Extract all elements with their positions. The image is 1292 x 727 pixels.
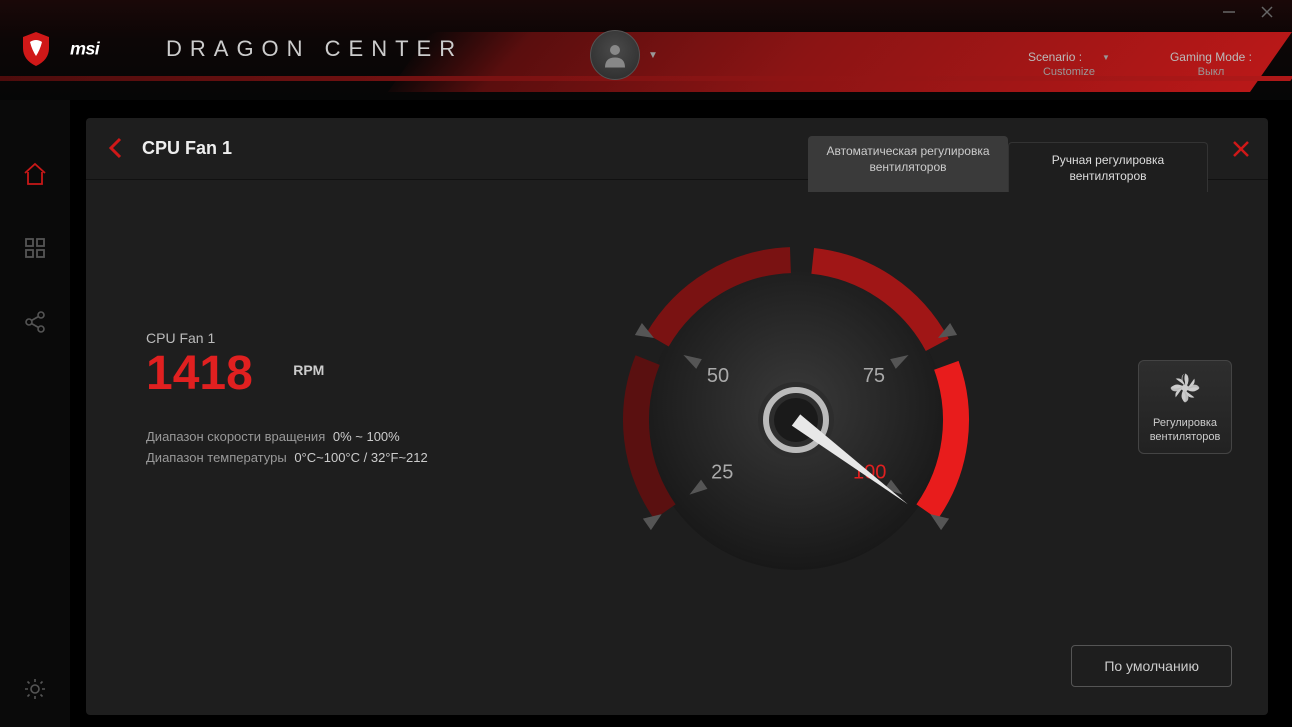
fan-name-label: CPU Fan 1 [146,330,428,346]
default-button[interactable]: По умолчанию [1071,645,1232,687]
chevron-down-icon: ▼ [1102,53,1110,62]
temp-range-label: Диапазон температуры [146,450,287,465]
msi-wordmark-icon: msi [70,39,148,59]
nav-settings-icon[interactable] [21,675,49,703]
fan-info: CPU Fan 1 1418 RPM Диапазон скорости вра… [146,330,428,465]
user-avatar-dropdown[interactable]: ▼ [590,30,658,80]
svg-text:25: 25 [711,462,733,484]
scenario-value: Customize [1028,66,1110,78]
svg-text:75: 75 [863,365,885,387]
speed-range-value: 0% ~ 100% [333,429,400,444]
product-name: DRAGON CENTER [166,36,463,62]
panel-header: CPU Fan 1 Автоматическая регулировка вен… [86,118,1268,180]
gaming-mode-value: Выкл [1170,66,1252,78]
minimize-button[interactable] [1222,5,1236,19]
nav-apps-icon[interactable] [21,234,49,262]
svg-text:50: 50 [707,365,729,387]
fan-gauge[interactable]: 255075100 [606,220,986,600]
nav-share-icon[interactable] [21,308,49,336]
fan-settings-button[interactable]: Регулировка вентиляторов [1138,360,1232,454]
window-titlebar [0,0,1292,24]
close-window-button[interactable] [1260,5,1274,19]
speed-range-label: Диапазон скорости вращения [146,429,325,444]
scenario-selector[interactable]: Scenario : ▼ Customize [1028,50,1110,78]
msi-shield-icon [20,30,52,68]
header-status: Scenario : ▼ Customize Gaming Mode : Выкл [1028,50,1252,78]
gaming-mode-label: Gaming Mode : [1170,50,1252,64]
brand-row: msi DRAGON CENTER [20,30,463,68]
svg-text:msi: msi [70,39,101,59]
main-panel: CPU Fan 1 Автоматическая регулировка вен… [86,118,1268,715]
fan-rpm-value: 1418 [146,347,253,400]
gaming-mode-status: Gaming Mode : Выкл [1170,50,1252,78]
page-title: CPU Fan 1 [142,138,232,159]
scenario-label: Scenario : [1028,50,1082,64]
close-panel-button[interactable] [1232,140,1250,163]
left-nav [0,100,70,727]
back-button[interactable] [106,136,126,165]
avatar-icon [590,30,640,80]
chevron-down-icon: ▼ [648,50,658,61]
fan-rpm-unit: RPM [293,362,324,378]
fan-icon [1168,371,1202,405]
nav-home-icon[interactable] [21,160,49,188]
panel-content: CPU Fan 1 1418 RPM Диапазон скорости вра… [86,180,1268,715]
fan-settings-label: Регулировка вентиляторов [1143,416,1227,445]
temp-range-value: 0°C~100°C / 32°F~212 [294,450,427,465]
